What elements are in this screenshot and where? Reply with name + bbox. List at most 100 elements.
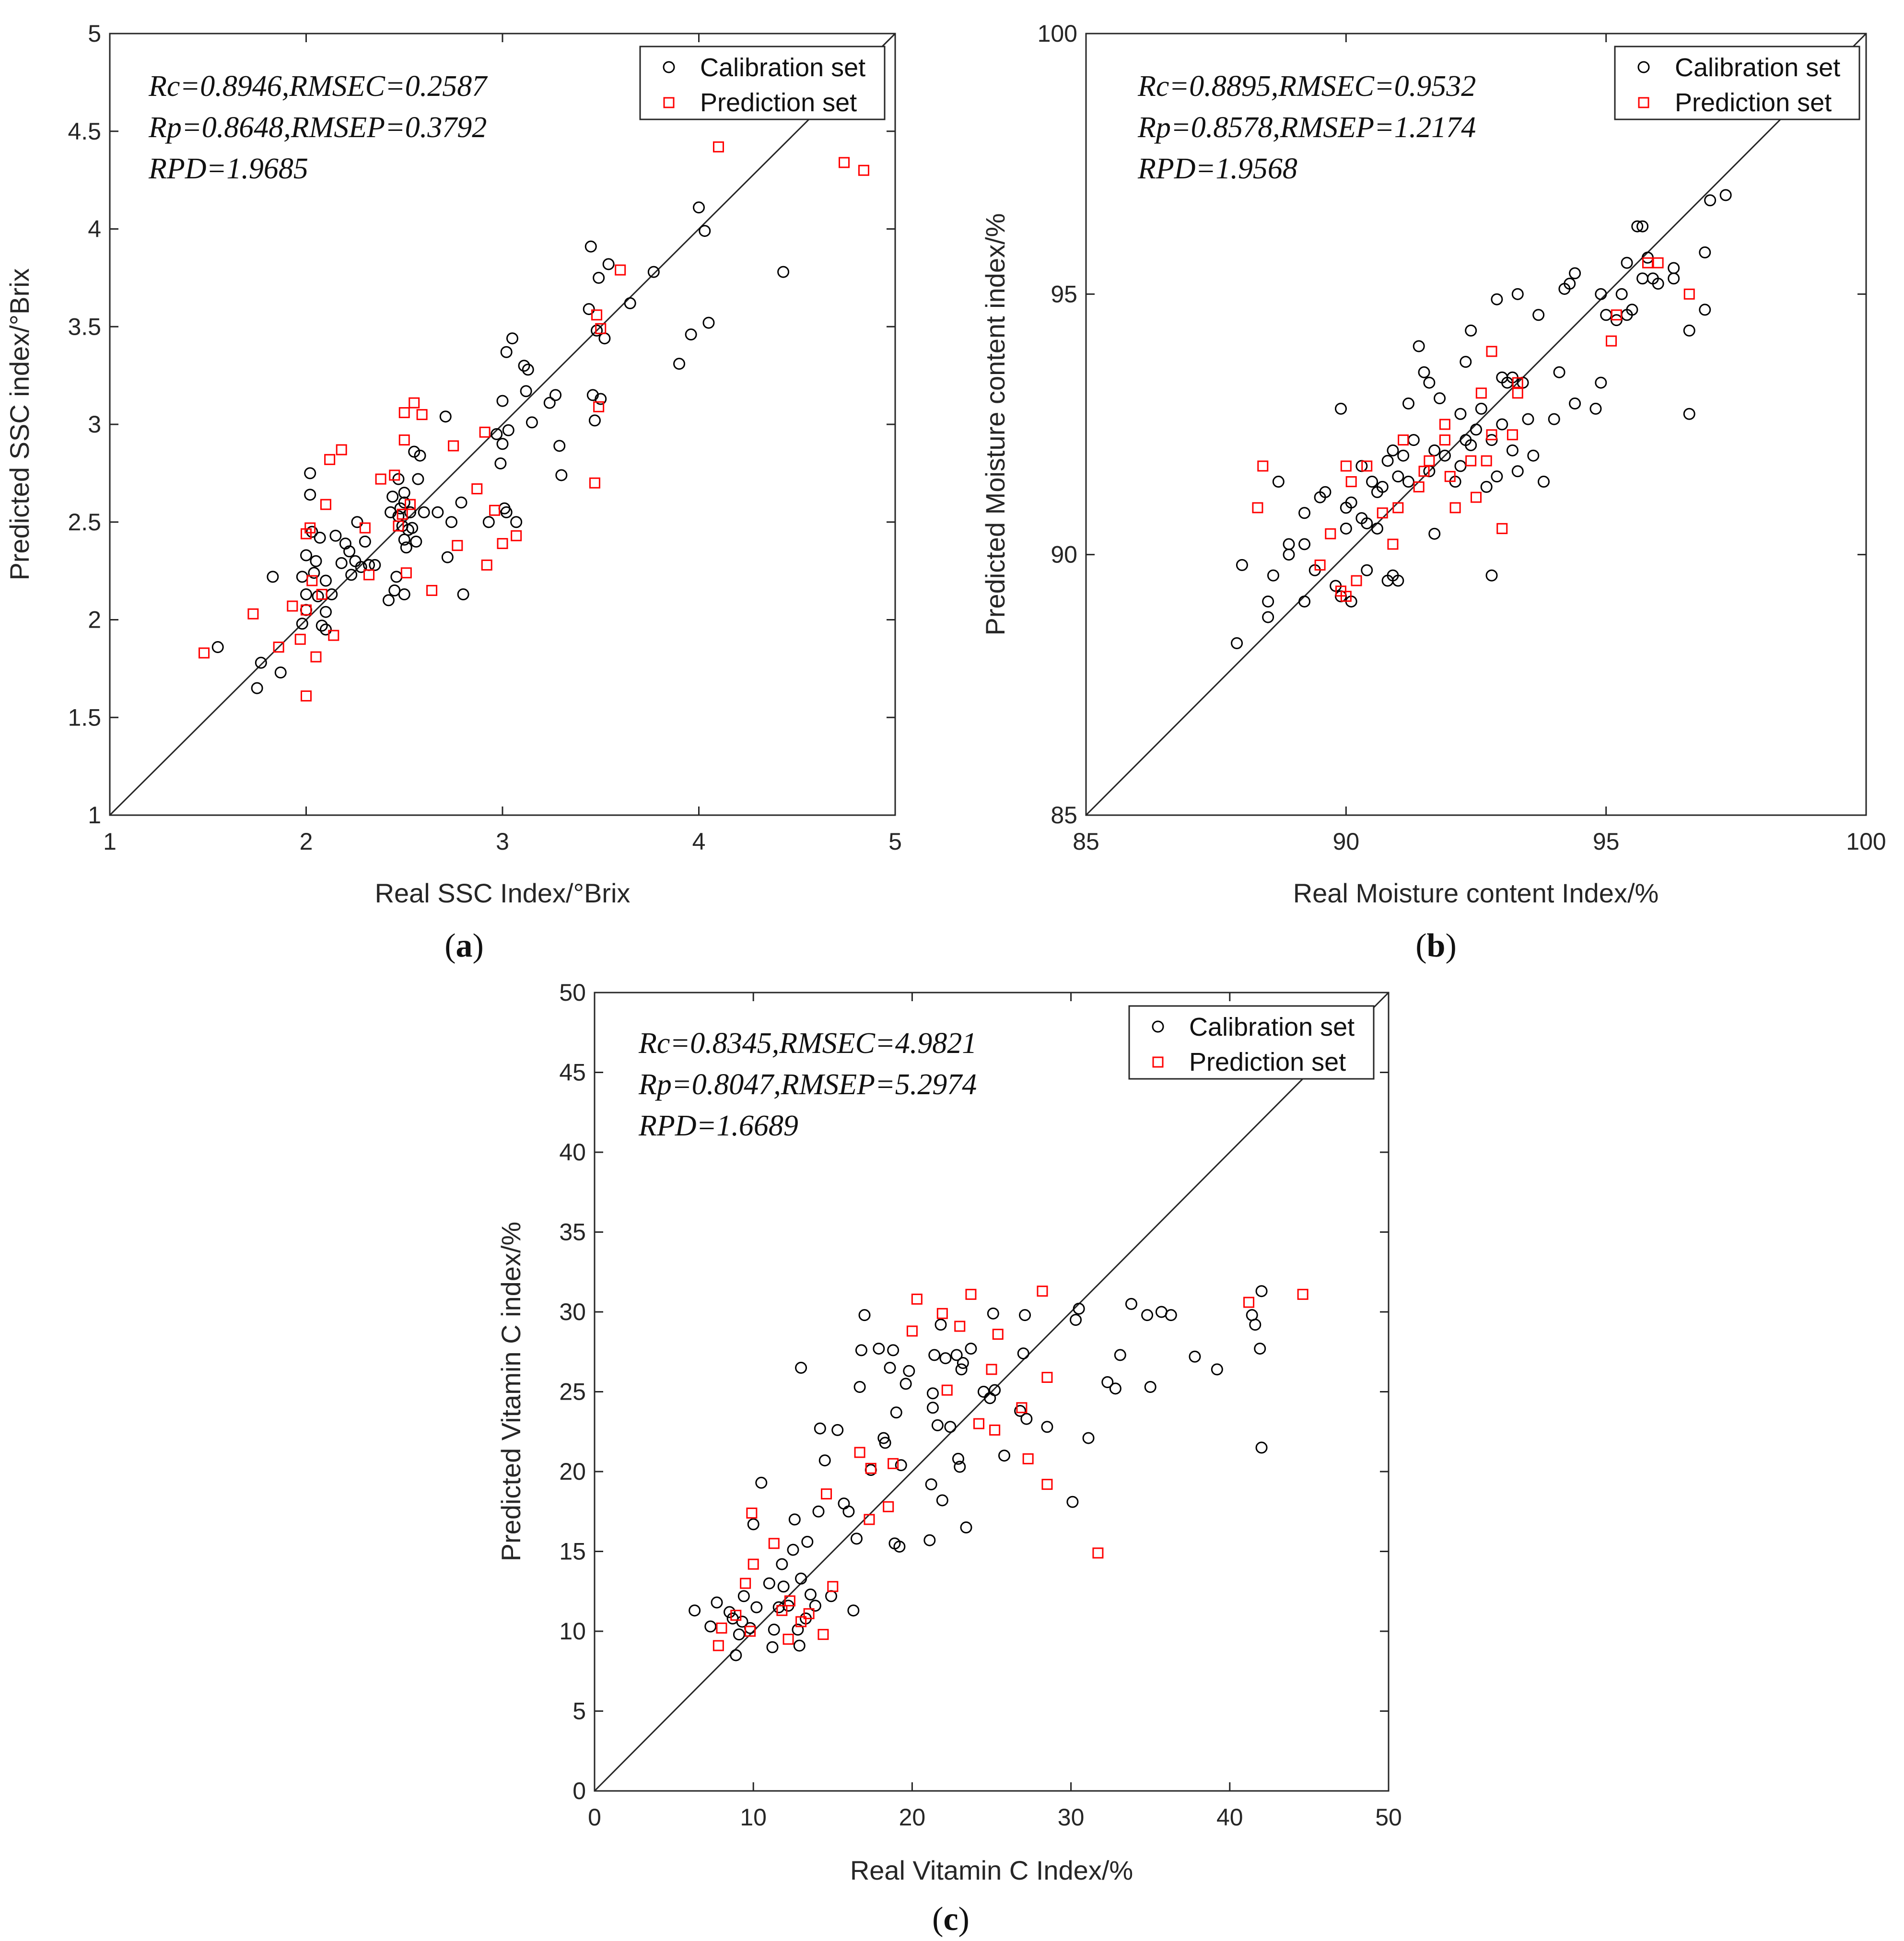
calibration-point: [1255, 1285, 1268, 1298]
calibration-point: [412, 473, 424, 485]
calibration-point: [1491, 293, 1503, 305]
calibration-point: [390, 571, 403, 583]
calibration-point: [1019, 1309, 1031, 1321]
calibration-point: [410, 536, 422, 548]
prediction-point: [713, 1640, 724, 1651]
calibration-point: [693, 201, 705, 214]
prediction-point: [301, 690, 312, 702]
calibration-point: [936, 1494, 948, 1507]
prediction-point: [911, 1293, 923, 1305]
calibration-point: [274, 666, 287, 679]
calibration-point: [439, 410, 452, 423]
calibration-point: [847, 1604, 860, 1617]
calibration-point: [211, 641, 224, 654]
prediction-point: [795, 1616, 807, 1627]
calibration-point: [1407, 434, 1420, 446]
prediction-point: [1481, 455, 1492, 467]
panel-caption-letter: b: [1427, 927, 1446, 964]
calibration-point: [1553, 366, 1565, 378]
y-tick-label: 45: [559, 1059, 586, 1086]
calibration-point: [825, 1590, 837, 1602]
calibration-point: [388, 584, 401, 596]
prediction-point: [783, 1634, 794, 1645]
calibration-point: [445, 516, 458, 528]
calibration-point: [1668, 262, 1680, 274]
calibration-point: [1334, 402, 1347, 415]
legend-calibration-label: Calibration set: [1675, 53, 1840, 82]
legend-prediction-marker: [663, 97, 675, 108]
calibration-point: [1262, 611, 1274, 623]
calibration-point: [1418, 366, 1430, 378]
calibration-point: [455, 496, 467, 509]
prediction-point: [1345, 476, 1357, 488]
calibration-point: [1683, 324, 1695, 337]
calibration-point: [984, 1392, 996, 1404]
legend-box: [1614, 46, 1860, 120]
calibration-point: [755, 1476, 768, 1489]
prediction-point: [273, 642, 284, 653]
calibration-point: [1454, 408, 1467, 420]
prediction-point: [768, 1538, 780, 1549]
calibration-point: [931, 1419, 944, 1431]
calibration-point: [598, 332, 611, 345]
prediction-point: [1465, 455, 1477, 467]
calibration-point: [520, 385, 532, 398]
prediction-point: [1512, 377, 1523, 388]
panel-caption-letter: c: [943, 1901, 958, 1938]
legend-calibration-marker: [663, 61, 675, 73]
prediction-point: [989, 1424, 1001, 1436]
calibration-point: [329, 529, 342, 542]
calibration-point: [853, 1381, 866, 1393]
prediction-point: [745, 1625, 756, 1637]
calibration-point: [923, 1534, 936, 1546]
prediction-point: [827, 1581, 839, 1592]
calibration-point: [496, 395, 509, 407]
prediction-point: [1444, 471, 1456, 482]
prediction-point: [1606, 335, 1617, 347]
calibration-point: [647, 266, 660, 278]
prediction-point: [1340, 460, 1352, 472]
calibration-point: [1621, 257, 1633, 269]
calibration-point: [1615, 288, 1628, 300]
y-tick-label: 35: [559, 1219, 586, 1246]
calibration-point: [730, 1649, 742, 1661]
calibration-point: [1480, 480, 1493, 493]
prediction-point: [426, 585, 438, 596]
calibration-point: [1371, 522, 1383, 535]
x-axis-label: Real SSC Index/°Brix: [375, 878, 631, 908]
calibration-point: [1392, 470, 1404, 483]
calibration-point: [877, 1432, 890, 1444]
y-axis-label: Predicted Vitamin C index/%: [496, 1222, 526, 1562]
prediction-point: [888, 1458, 899, 1469]
calibration-point: [414, 449, 426, 462]
y-tick-label: 3.5: [68, 313, 101, 340]
prediction-point: [1037, 1286, 1048, 1297]
prediction-point: [306, 575, 318, 586]
x-tick-label: 20: [899, 1804, 926, 1831]
calibration-point: [1413, 340, 1425, 352]
calibration-point: [349, 555, 362, 567]
prediction-point: [1041, 1372, 1053, 1383]
calibration-point: [314, 531, 326, 544]
calibration-point: [736, 1615, 748, 1628]
x-tick-label: 1: [103, 828, 117, 855]
calibration-point: [553, 440, 566, 452]
calibration-point: [1070, 1314, 1082, 1326]
calibration-point: [1438, 449, 1451, 462]
calibration-point: [1636, 272, 1649, 285]
prediction-point: [294, 633, 306, 645]
calibration-point: [255, 656, 267, 669]
calibration-point: [355, 561, 367, 573]
calibration-point: [306, 526, 318, 538]
calibration-point: [809, 1600, 821, 1612]
calibration-point: [1020, 1413, 1033, 1425]
prediction-point: [1252, 502, 1263, 514]
calibration-point: [482, 516, 495, 528]
calibration-point: [494, 457, 507, 469]
calibration-point: [1101, 1376, 1114, 1389]
prediction-point: [839, 157, 850, 168]
prediction-point: [746, 1508, 758, 1519]
calibration-point: [957, 1357, 969, 1369]
reference-line-y-equals-x: [109, 33, 896, 816]
prediction-point: [481, 559, 492, 571]
